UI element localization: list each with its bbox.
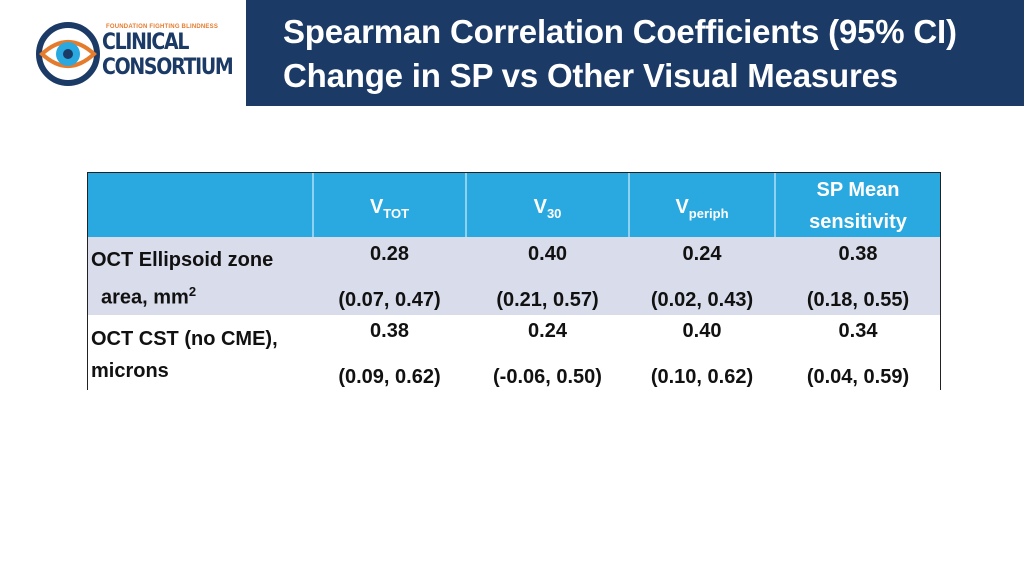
coef-cell: 0.24 xyxy=(528,320,567,342)
slide-header: FOUNDATION FIGHTING BLINDNESS CLINICAL C… xyxy=(0,0,1024,106)
logo-tagline: FOUNDATION FIGHTING BLINDNESS xyxy=(106,24,219,30)
table-row xyxy=(88,237,940,315)
column-header-v30: V30 xyxy=(533,196,562,221)
ci-cell: (0.10, 0.62) xyxy=(650,366,754,388)
coef-cell: 0.40 xyxy=(528,243,567,265)
coef-cell: 0.34 xyxy=(838,320,878,342)
coef-cell: 0.40 xyxy=(682,320,722,342)
title-band xyxy=(246,0,1024,106)
header-divider xyxy=(774,173,776,237)
row-label-ellipsoid-zone: OCT Ellipsoid zone area, mm2 xyxy=(91,249,274,309)
coef-cell: 0.38 xyxy=(370,320,409,342)
coef-cell: 0.38 xyxy=(838,243,878,265)
slide-title-line2: Change in SP vs Other Visual Measures xyxy=(283,57,898,94)
column-header-sp-mean-sensitivity: SP Mean sensitivity xyxy=(809,179,907,233)
ci-cell: (0.18, 0.55) xyxy=(806,289,910,311)
header-divider xyxy=(465,173,467,237)
ci-cell: (0.04, 0.59) xyxy=(806,366,910,388)
coef-cell: 0.24 xyxy=(682,243,722,265)
correlation-table: VTOT V30 Vperiph SP Mean sensitivity OCT … xyxy=(87,172,941,390)
column-header-vperiph: Vperiph xyxy=(675,196,729,221)
logo-word-clinical: CLINICAL xyxy=(102,30,189,55)
ci-cell: (-0.06, 0.50) xyxy=(493,366,602,388)
ci-cell: (0.21, 0.57) xyxy=(496,289,599,311)
table-row xyxy=(88,315,940,390)
column-header-vtot: VTOT xyxy=(369,196,410,221)
header-divider xyxy=(312,173,314,237)
ci-cell: (0.09, 0.62) xyxy=(338,366,441,388)
header-divider xyxy=(628,173,630,237)
ci-cell: (0.07, 0.47) xyxy=(338,289,441,311)
clinical-consortium-logo: FOUNDATION FIGHTING BLINDNESS CLINICAL C… xyxy=(36,20,246,90)
ci-cell: (0.02, 0.43) xyxy=(650,289,754,311)
row-label-oct-cst: OCT CST (no CME), microns xyxy=(91,328,278,382)
coef-cell: 0.28 xyxy=(370,243,409,265)
eye-icon xyxy=(36,22,100,86)
slide-title-line1: Spearman Correlation Coefficients (95% C… xyxy=(283,13,957,50)
table-header-row xyxy=(88,173,940,237)
logo-word-consortium: CONSORTIUM xyxy=(102,55,234,80)
